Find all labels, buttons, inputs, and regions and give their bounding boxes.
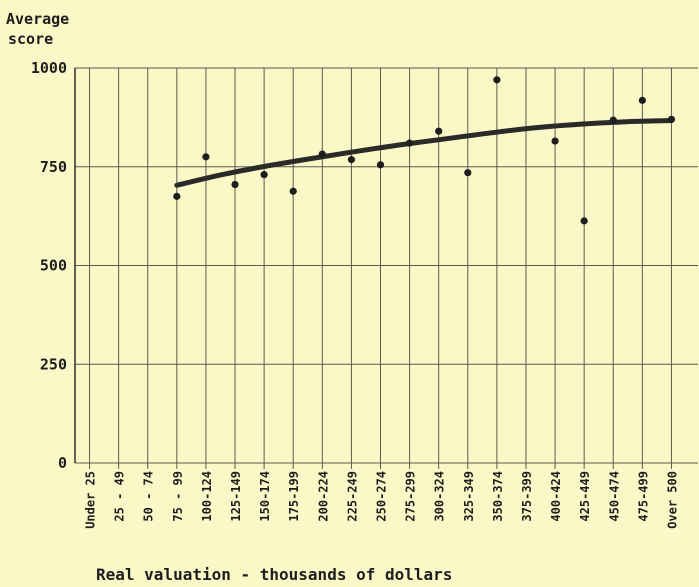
x-tick-label: 350-374 (491, 471, 505, 522)
x-tick-label: 150-174 (258, 471, 272, 522)
y-axis-label-line-1: Average (6, 10, 69, 28)
x-tick-label: 225-249 (345, 471, 359, 522)
x-tick-label: 475-499 (636, 471, 650, 522)
y-tick-label: 0 (58, 454, 67, 472)
data-point (667, 115, 676, 123)
x-tick-label: 125-149 (229, 471, 243, 522)
x-tick-label: 450-474 (607, 471, 621, 522)
data-point (551, 137, 559, 145)
data-point (405, 139, 414, 147)
grid-layer (74, 67, 698, 469)
y-tick-label: 750 (40, 158, 67, 176)
x-tick-label: Under 25 (84, 471, 98, 529)
x-tick-label: 325-349 (462, 471, 476, 522)
y-axis-label-line-2: score (8, 30, 53, 48)
y-tick-label: 1000 (31, 59, 67, 77)
data-point (493, 76, 501, 84)
x-tick-label: 50 - 74 (142, 471, 156, 522)
x-tick-label: 100-124 (200, 471, 214, 522)
y-tick-label: 500 (40, 257, 67, 275)
x-tick-label: 400-424 (549, 471, 563, 522)
point-layer (173, 76, 676, 225)
data-point (435, 127, 443, 135)
x-tick-label: 75 - 99 (171, 471, 185, 522)
x-tick-label: 25 - 49 (113, 471, 127, 522)
data-point (464, 169, 472, 177)
data-point (638, 96, 646, 104)
data-point (173, 192, 181, 200)
data-point (260, 171, 268, 179)
data-point (289, 187, 297, 195)
y-tick-label: 250 (40, 355, 67, 373)
data-point (609, 116, 617, 124)
data-point (231, 180, 239, 189)
x-tick-label: Over 500 (665, 471, 679, 529)
x-tick-label: 275-299 (404, 471, 418, 522)
data-point (347, 156, 356, 164)
trend-layer (174, 118, 674, 188)
tick-layer: 0 250 500 750 1000 Under 25 25 - 49 50 - 74 75 -… (31, 59, 680, 529)
x-tick-label: 300-324 (433, 471, 447, 522)
x-tick-label: 200-224 (316, 471, 330, 522)
data-point (580, 217, 588, 225)
x-tick-label: 250-274 (375, 471, 389, 522)
trend-line (174, 118, 674, 188)
x-tick-label: 425-449 (578, 471, 592, 522)
data-point (202, 153, 210, 161)
x-tick-label: 375-399 (520, 471, 534, 522)
data-point (318, 150, 326, 158)
x-axis-label: Real valuation - thousands of dollars (96, 565, 452, 584)
data-point (376, 161, 385, 169)
x-tick-label: 175-199 (287, 471, 301, 522)
